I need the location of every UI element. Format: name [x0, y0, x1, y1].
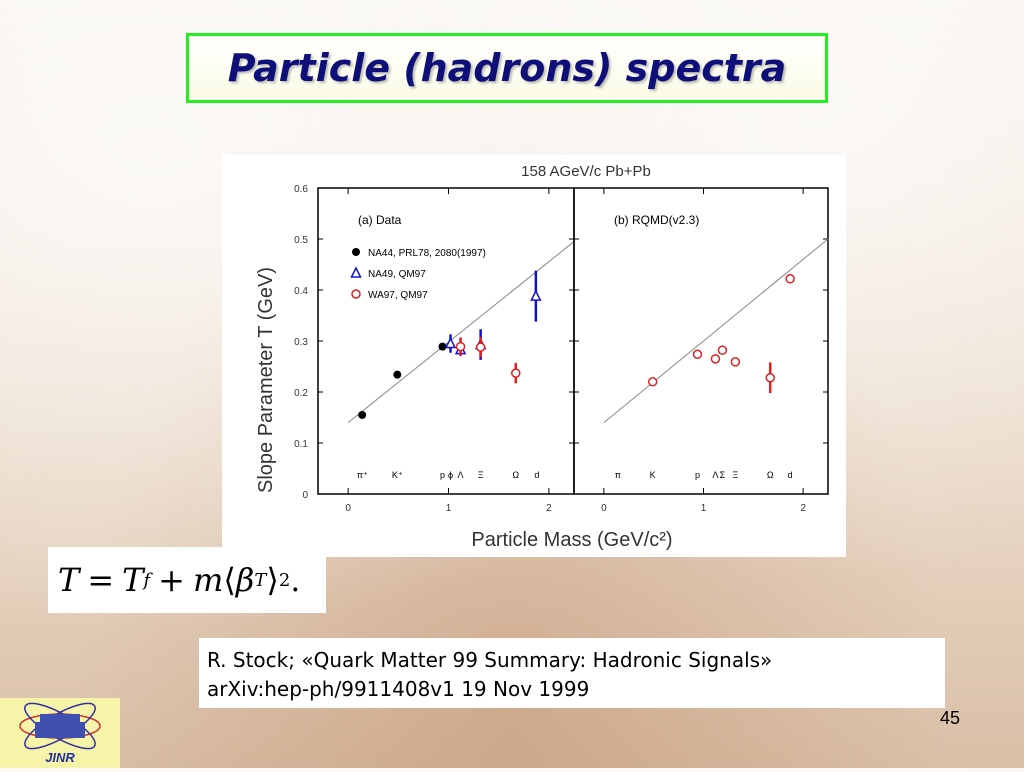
x-tick-label: 2 [800, 503, 806, 514]
particle-label: Λ [712, 470, 718, 480]
x-axis-label: Particle Mass (GeV/c²) [471, 529, 672, 551]
particle-label: ϕ [448, 470, 453, 480]
y-tick-label: 0.3 [294, 337, 308, 348]
particle-label: d [788, 470, 793, 480]
y-tick-label: 0 [302, 490, 308, 501]
formula-close: ⟩ [266, 561, 279, 599]
panel-label: (b) RQMD(v2.3) [614, 213, 699, 227]
particle-label: Λ [458, 470, 464, 480]
atom-logo-icon: JINR [19, 702, 101, 765]
slope-parameter-chart: 158 AGeV/c Pb+Pb Slope Parameter T (GeV)… [255, 163, 829, 551]
data-point [358, 410, 367, 419]
data-point [530, 289, 542, 301]
formula-m: m [192, 561, 224, 599]
formula-beta: β [235, 561, 255, 599]
x-tick-label: 1 [446, 503, 452, 514]
x-tick-label: 0 [345, 503, 351, 514]
y-tick-label: 0.5 [294, 235, 308, 246]
data-point [647, 377, 658, 387]
data-point [511, 368, 521, 378]
legend-marker [351, 289, 361, 299]
data-point [710, 354, 721, 364]
data-point [717, 345, 728, 355]
chart-panel: 158 AGeV/c Pb+Pb Slope Parameter T (GeV)… [222, 155, 846, 557]
jinr-logo: JINR [0, 698, 120, 768]
formula-end: . [290, 561, 301, 599]
fit-line [603, 238, 829, 423]
particle-label: Σ [720, 470, 726, 480]
formula-t: T [122, 561, 144, 599]
y-axis-label: Slope Parameter T (GeV) [255, 267, 277, 493]
plot-frame [317, 187, 575, 495]
reference-line-2: arXiv:hep-ph/9911408v1 19 Nov 1999 [207, 677, 590, 701]
logo-text: JINR [45, 750, 75, 765]
data-point [393, 370, 402, 379]
formula-exp: 2 [278, 569, 291, 591]
particle-label: Ω [512, 470, 519, 480]
legend-marker [352, 248, 360, 256]
particle-label: π⁺ [357, 470, 368, 480]
particle-label: Ξ [478, 470, 484, 480]
particle-label: p [440, 470, 445, 480]
particle-label: K [650, 470, 656, 480]
particle-label: K⁺ [392, 470, 403, 480]
chart-title: 158 AGeV/c Pb+Pb [521, 163, 651, 180]
data-point [765, 372, 775, 383]
reference-box: R. Stock; «Quark Matter 99 Summary: Hadr… [199, 638, 945, 708]
formula-eq: = [87, 561, 115, 599]
x-tick-label: 1 [701, 503, 707, 514]
plot-frame [573, 187, 829, 495]
data-point [438, 342, 447, 351]
particle-label: π [615, 470, 621, 480]
reference-line-1: R. Stock; «Quark Matter 99 Summary: Hadr… [207, 648, 773, 672]
data-point [475, 342, 486, 352]
formula-t-sub: f [143, 569, 151, 591]
y-tick-label: 0.1 [294, 439, 308, 450]
particle-label: Ξ [732, 470, 738, 480]
slide-title: Particle (hadrons) spectra [227, 46, 787, 90]
particle-label: d [534, 470, 539, 480]
data-point [730, 357, 741, 367]
particle-label: p [695, 470, 700, 480]
x-tick-label: 2 [546, 503, 552, 514]
formula-plus: + [158, 561, 185, 599]
data-point [692, 349, 703, 360]
data-point [455, 341, 466, 352]
legend-label: WA97, QM97 [368, 290, 428, 301]
y-tick-label: 0.6 [294, 184, 308, 195]
formula-beta-sub: T [254, 569, 267, 591]
formula-lhs: T [58, 561, 80, 599]
data-point [444, 336, 457, 349]
panel-label: (a) Data [358, 213, 402, 227]
x-tick-label: 0 [601, 503, 607, 514]
slide-title-box: Particle (hadrons) spectra [186, 33, 828, 103]
legend-label: NA44, PRL78, 2080(1997) [368, 248, 486, 259]
data-point [785, 274, 795, 284]
formula-open: ⟨ [223, 561, 236, 599]
y-tick-label: 0.4 [294, 286, 308, 297]
page-number: 45 [940, 708, 961, 728]
legend-marker [350, 266, 362, 278]
y-tick-label: 0.2 [294, 388, 308, 399]
legend-label: NA49, QM97 [368, 269, 426, 280]
particle-label: Ω [767, 470, 774, 480]
